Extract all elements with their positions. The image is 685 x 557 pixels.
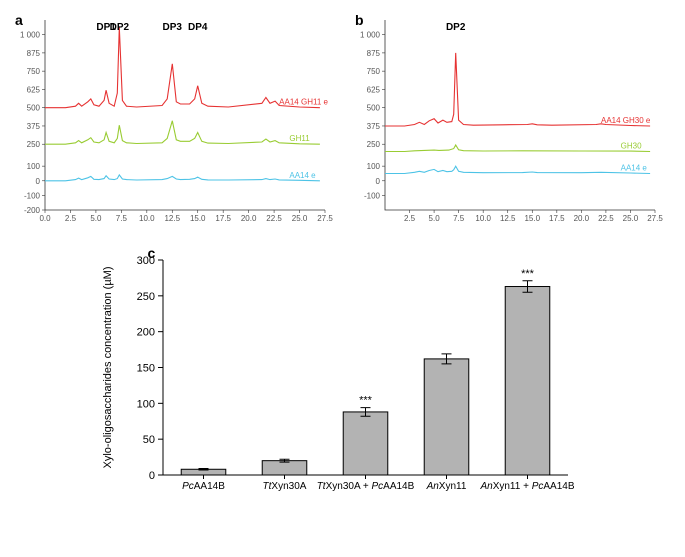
svg-text:750: 750 — [367, 67, 381, 76]
panel-c: c 050100150200250300Xylo-oligosaccharide… — [93, 245, 593, 535]
svg-text:27.5: 27.5 — [317, 214, 333, 223]
svg-text:250: 250 — [136, 291, 154, 303]
svg-text:-100: -100 — [24, 191, 41, 200]
chromatogram-a: -200-10001002503755006257508751 0000.02.… — [10, 10, 340, 240]
svg-text:20.0: 20.0 — [241, 214, 257, 223]
svg-text:25.0: 25.0 — [292, 214, 308, 223]
bar-chart-c: 050100150200250300Xylo-oligosaccharides … — [93, 245, 593, 535]
svg-text:250: 250 — [27, 140, 41, 149]
svg-text:DP2: DP2 — [446, 22, 466, 33]
svg-text:15.0: 15.0 — [524, 214, 540, 223]
svg-text:DP3: DP3 — [163, 22, 183, 33]
svg-text:5.0: 5.0 — [429, 214, 441, 223]
svg-text:AA14 GH30 e: AA14 GH30 e — [601, 116, 651, 125]
svg-text:PcAA14B: PcAA14B — [182, 481, 225, 492]
svg-text:TtXyn30A + PcAA14B: TtXyn30A + PcAA14B — [316, 481, 414, 492]
panel-b-letter: b — [355, 12, 364, 28]
panel-c-letter: c — [148, 245, 156, 261]
svg-text:625: 625 — [367, 85, 381, 94]
svg-text:1 000: 1 000 — [20, 31, 41, 40]
svg-text:27.5: 27.5 — [647, 214, 663, 223]
svg-text:375: 375 — [367, 122, 381, 131]
panel-a: a -200-10001002503755006257508751 0000.0… — [10, 10, 340, 240]
svg-text:TtXyn30A: TtXyn30A — [262, 481, 306, 492]
svg-text:17.5: 17.5 — [549, 214, 565, 223]
svg-text:DP4: DP4 — [188, 22, 208, 33]
svg-text:200: 200 — [136, 327, 154, 339]
svg-text:15.0: 15.0 — [190, 214, 206, 223]
svg-text:AnXyn11 + PcAA14B: AnXyn11 + PcAA14B — [479, 481, 574, 492]
svg-text:DP2: DP2 — [110, 22, 130, 33]
svg-text:22.5: 22.5 — [598, 214, 614, 223]
svg-text:12.5: 12.5 — [164, 214, 180, 223]
svg-text:20.0: 20.0 — [574, 214, 590, 223]
svg-text:0: 0 — [36, 177, 41, 186]
svg-text:GH30: GH30 — [621, 142, 642, 151]
svg-text:-100: -100 — [364, 191, 381, 200]
svg-text:750: 750 — [27, 67, 41, 76]
svg-text:375: 375 — [27, 122, 41, 131]
svg-text:7.5: 7.5 — [453, 214, 465, 223]
svg-text:2.5: 2.5 — [65, 214, 77, 223]
svg-text:250: 250 — [367, 140, 381, 149]
svg-text:12.5: 12.5 — [500, 214, 516, 223]
svg-text:AA14 GH11 e: AA14 GH11 e — [279, 98, 328, 107]
svg-text:***: *** — [359, 395, 373, 407]
svg-text:50: 50 — [142, 434, 154, 446]
svg-text:500: 500 — [367, 104, 381, 113]
svg-text:17.5: 17.5 — [215, 214, 231, 223]
svg-text:2.5: 2.5 — [404, 214, 416, 223]
svg-text:10.0: 10.0 — [475, 214, 491, 223]
svg-text:625: 625 — [27, 85, 41, 94]
svg-text:0: 0 — [148, 470, 154, 482]
svg-text:25.0: 25.0 — [623, 214, 639, 223]
svg-text:5.0: 5.0 — [90, 214, 102, 223]
svg-text:875: 875 — [367, 49, 381, 58]
svg-text:AA14 e: AA14 e — [289, 171, 316, 180]
panel-a-letter: a — [15, 12, 23, 28]
svg-text:22.5: 22.5 — [266, 214, 282, 223]
svg-text:GH11: GH11 — [289, 134, 310, 143]
svg-text:0.0: 0.0 — [39, 214, 51, 223]
svg-text:1 000: 1 000 — [360, 31, 381, 40]
svg-text:0: 0 — [376, 177, 381, 186]
svg-text:10.0: 10.0 — [139, 214, 155, 223]
svg-text:100: 100 — [27, 162, 41, 171]
svg-text:***: *** — [521, 268, 535, 280]
svg-text:7.5: 7.5 — [116, 214, 128, 223]
svg-text:500: 500 — [27, 104, 41, 113]
svg-text:150: 150 — [136, 363, 154, 375]
svg-text:Xylo-oligosaccharides concentr: Xylo-oligosaccharides concentration (µM) — [102, 267, 114, 469]
svg-text:-200: -200 — [24, 206, 41, 215]
panel-b: b -10001002503755006257508751 0002.55.07… — [350, 10, 670, 240]
svg-text:AA14 e: AA14 e — [621, 163, 648, 172]
svg-text:100: 100 — [367, 162, 381, 171]
chromatogram-b: -10001002503755006257508751 0002.55.07.5… — [350, 10, 670, 240]
svg-text:875: 875 — [27, 49, 41, 58]
svg-text:100: 100 — [136, 398, 154, 410]
svg-text:AnXyn11: AnXyn11 — [425, 481, 466, 492]
